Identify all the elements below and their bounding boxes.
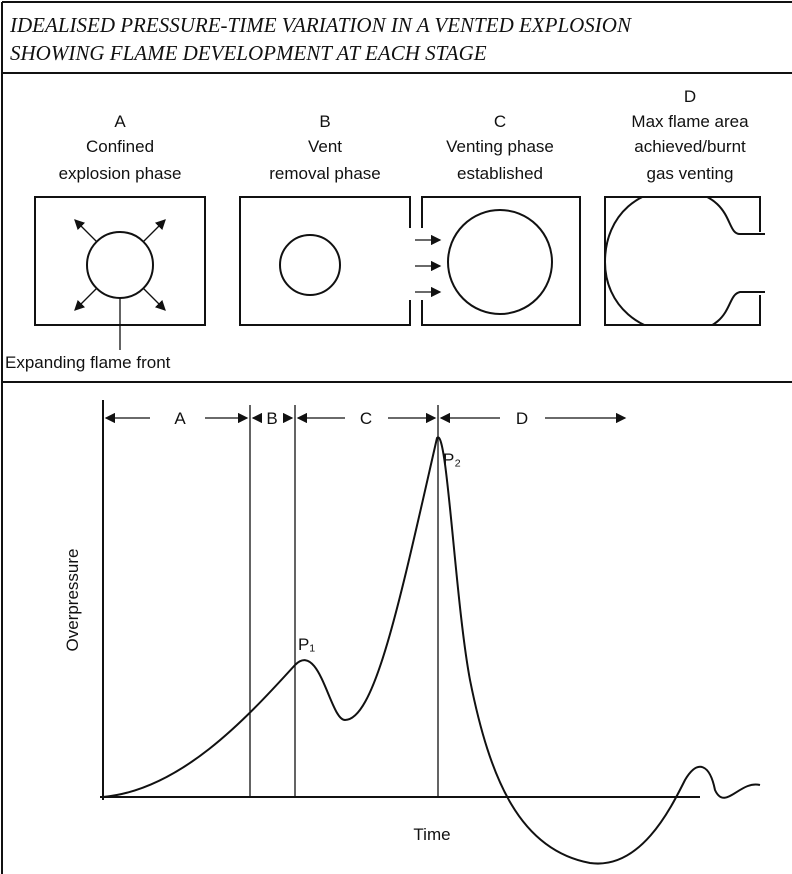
peak-label: P₂ [443, 450, 461, 469]
stage-a-vessel [35, 197, 205, 350]
annotation: Expanding flame front [5, 353, 171, 372]
pressure-curve [103, 437, 760, 863]
stage-caption: established [457, 164, 543, 183]
stage-letter: D [684, 87, 696, 106]
stage-caption: achieved/burnt [634, 137, 746, 156]
stage-caption: Confined [86, 137, 154, 156]
x-axis-label: Time [413, 825, 450, 844]
phase-label: C [360, 409, 372, 428]
stage-letter: C [494, 112, 506, 131]
stage-letter: B [319, 112, 330, 131]
stage-caption: gas venting [647, 164, 734, 183]
stage-b-vessel [240, 197, 440, 325]
stage-caption: Venting phase [446, 137, 554, 156]
stage-d-vessel [605, 189, 765, 333]
frame [2, 2, 792, 874]
phase-label: B [266, 409, 277, 428]
phase-label: A [174, 409, 186, 428]
y-axis-label: Overpressure [63, 549, 82, 652]
title-line: SHOWING FLAME DEVELOPMENT AT EACH STAGE [10, 41, 487, 65]
stage-caption: Max flame area [631, 112, 749, 131]
stage-caption: removal phase [269, 164, 381, 183]
stage-caption: explosion phase [59, 164, 182, 183]
diagram: IDEALISED PRESSURE-TIME VARIATION IN A V… [0, 0, 792, 874]
stage-letter: A [114, 112, 126, 131]
stage-caption: Vent [308, 137, 342, 156]
title-line: IDEALISED PRESSURE-TIME VARIATION IN A V… [9, 13, 632, 37]
peak-label: P₁ [298, 635, 315, 654]
stage-c-vessel [422, 197, 580, 325]
phase-label: D [516, 409, 528, 428]
